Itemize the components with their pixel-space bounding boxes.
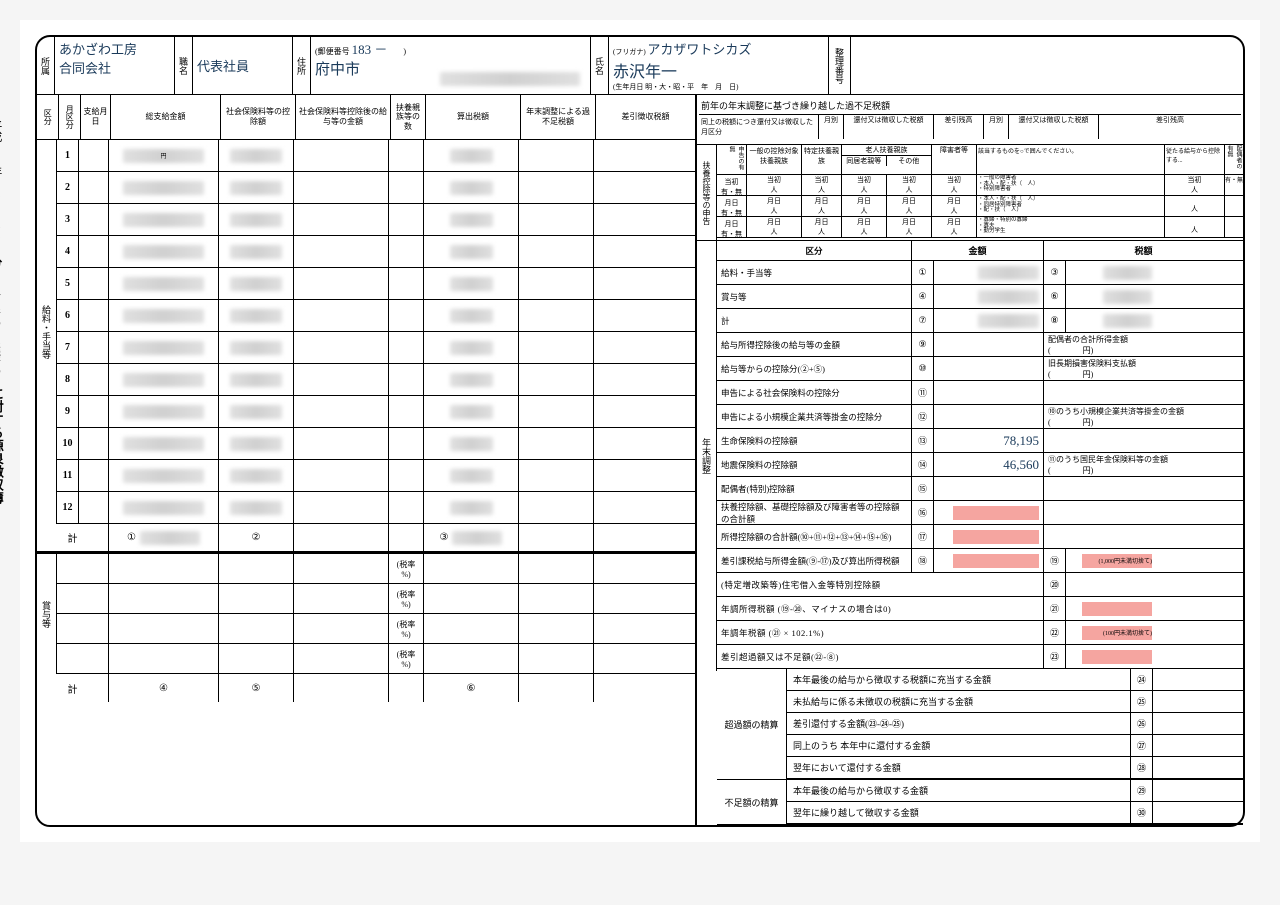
salary-row: 2 [57, 172, 695, 204]
carryover-section: 前年の年末調整に基づき繰り越した過不足税額 同上の税額につき還付又は徴収した月区… [697, 95, 1243, 145]
salary-row: 3 [57, 204, 695, 236]
seiri-label: 整理番号 [829, 37, 851, 94]
position-label: 職名 [175, 37, 193, 94]
year-end-adjustment-section: 年末調整 区分 金額 税額 給料・手当等①③賞与等④⑥計⑦⑧給与所得控除後の給与… [697, 241, 1243, 825]
calc-row: 計⑦⑧ [717, 309, 1243, 333]
calc-row: 生命保険料の控除額⑬78,195 [717, 429, 1243, 453]
calc-row: 所得控除額の合計額(⑩+⑪+⑫+⑬+⑭+⑮+⑯)⑰ [717, 525, 1243, 549]
calc-row: 給与等からの控除分(②+⑤)⑩旧長期損害保険料支払額( 円) [717, 357, 1243, 381]
salary-row: 8 [57, 364, 695, 396]
column-headers: 区分 月区分 支給月日 総支給金額 社会保険料等の控除額 社会保険料等控除後の給… [37, 95, 695, 140]
salary-row: 7 [57, 332, 695, 364]
bonus-total-row: 計 ④ ⑤ ⑥ [37, 674, 695, 702]
seiri-value [851, 37, 1243, 94]
salary-row: 1 円 [57, 140, 695, 172]
name-label: 氏名 [591, 37, 609, 94]
document-title-vertical: 平成31年 （二〇一九年） 分 給与所得 退職所得 に対する源泉徴収簿 [0, 120, 6, 504]
salary-row: 11 [57, 460, 695, 492]
calc-row: 年調年税額 (㉑ × 102.1%)㉒(100円未満切捨て) [717, 621, 1243, 645]
form-frame: 所属 あかざわ工房 合同会社 職名 代表社員 住所 (郵便番号 183 － ) … [35, 35, 1245, 827]
calc-row: 賞与等④⑥ [717, 285, 1243, 309]
calc-row: (特定増改築等)住宅借入金等特別控除額⑳ [717, 573, 1243, 597]
main-body: 区分 月区分 支給月日 総支給金額 社会保険料等の控除額 社会保険料等控除後の給… [37, 95, 1243, 825]
left-panel: 区分 月区分 支給月日 総支給金額 社会保険料等の控除額 社会保険料等控除後の給… [37, 95, 697, 825]
calc-row: 差引超過額又は不足額(㉒-⑧)㉓ [717, 645, 1243, 669]
side-kou-otsu: 甲欄 乙欄 [0, 50, 1, 68]
salary-total-row: 計 ① ② ③ [37, 524, 695, 552]
affiliation-label: 所属 [37, 37, 55, 94]
calc-row: 給与所得控除後の給与等の金額⑨配偶者の合計所得金額( 円) [717, 333, 1243, 357]
salary-section-label: 給料・手当等 [37, 140, 57, 524]
calc-row: 配偶者(特別)控除額⑮ [717, 477, 1243, 501]
calc-row: 申告による社会保険料の控除分⑪ [717, 381, 1243, 405]
name-value: (フリガナ) アカザワトシカズ 赤沢年一 (生年月日 明・大・昭・平 年 月 日… [609, 37, 829, 94]
bonus-section: 賞与等 (税率 %) [37, 552, 695, 702]
salary-row: 9 [57, 396, 695, 428]
salary-row: 10 [57, 428, 695, 460]
calc-row: 年調所得税額 (⑲-⑳、マイナスの場合は0)㉑ [717, 597, 1243, 621]
address-label: 住所 [293, 37, 311, 94]
affiliation-value: あかざわ工房 合同会社 [55, 37, 175, 94]
salary-row: 4 [57, 236, 695, 268]
salary-row: 6 [57, 300, 695, 332]
right-panel: 前年の年末調整に基づき繰り越した過不足税額 同上の税額につき還付又は徴収した月区… [697, 95, 1243, 825]
dependents-section: 扶養控除等の申告 申告の有無 一般の控除対象扶養親族 特定扶養親族 老人扶養親族… [697, 145, 1243, 241]
header-row: 所属 あかざわ工房 合同会社 職名 代表社員 住所 (郵便番号 183 － ) … [37, 37, 1243, 95]
salary-row: 5 [57, 268, 695, 300]
calc-row: 差引課税給与所得金額(⑨-⑰)及び算出所得税額⑱⑲(1,000円未満切捨て) [717, 549, 1243, 573]
salary-row: 12 [57, 492, 695, 524]
bonus-row: (税率 %) [57, 554, 695, 584]
address-value: (郵便番号 183 － ) 府中市 [311, 37, 591, 94]
calc-row: 申告による小規模企業共済等掛金の控除分⑫⑩のうち小規模企業共済等掛金の金額( 円… [717, 405, 1243, 429]
bonus-section-label: 賞与等 [37, 554, 57, 674]
calc-row: 扶養控除額、基礎控除額及び障害者等の控除額の合計額⑯ [717, 501, 1243, 525]
position-value: 代表社員 [193, 37, 293, 94]
calc-row: 給料・手当等①③ [717, 261, 1243, 285]
calc-row: 地震保険料の控除額⑭46,560⑪のうち国民年金保険料等の金額( 円) [717, 453, 1243, 477]
